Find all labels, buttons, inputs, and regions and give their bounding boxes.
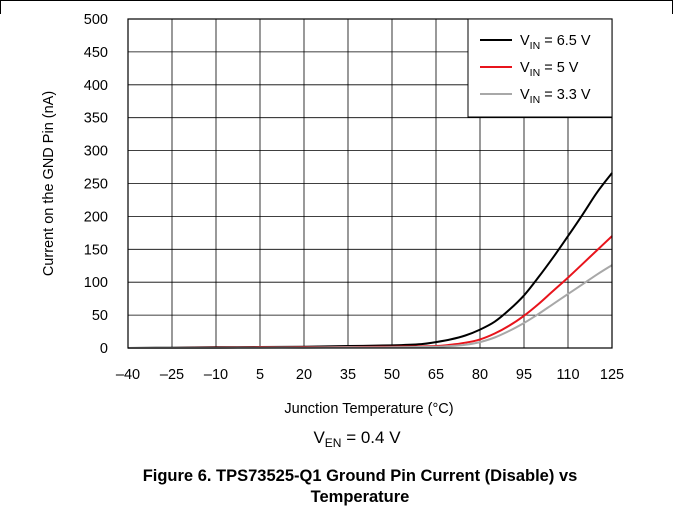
legend-label-0: VIN = 6.5 V bbox=[520, 33, 591, 52]
caption-line-1: Figure 6. TPS73525-Q1 Ground Pin Current… bbox=[142, 467, 578, 485]
x-tick-label-3: 5 bbox=[256, 367, 264, 383]
x-tick-label-11: 125 bbox=[600, 367, 624, 383]
plot-border bbox=[127, 18, 613, 349]
y-tick-label-6: 300 bbox=[84, 144, 108, 160]
series-lines bbox=[127, 172, 613, 350]
x-tick-label-1: –25 bbox=[160, 367, 184, 383]
x-tick-label-10: 110 bbox=[556, 367, 579, 383]
legend-label-1: VIN = 5 V bbox=[520, 60, 579, 79]
x-tick-label-8: 80 bbox=[472, 367, 488, 383]
chart: –40 –25 –10 5 20 35 50 65 80 95 110 125 0 50 100 150 20… bbox=[41, 12, 624, 450]
x-tick-label-0: –40 bbox=[116, 367, 140, 383]
x-tick-label-9: 95 bbox=[516, 367, 532, 383]
y-tick-label-8: 400 bbox=[84, 78, 108, 94]
y-tick-label-7: 350 bbox=[84, 111, 108, 127]
y-tick-labels: 0 50 100 150 200 250 300 350 400 450 500 bbox=[84, 12, 108, 357]
y-tick-label-9: 450 bbox=[84, 45, 108, 61]
x-tick-label-7: 65 bbox=[428, 367, 444, 383]
y-tick-label-3: 150 bbox=[84, 242, 108, 258]
frame-line-left bbox=[0, 0, 1, 14]
y-tick-label-2: 100 bbox=[84, 275, 108, 291]
y-tick-label-10: 500 bbox=[84, 12, 108, 28]
y-tick-label-0: 0 bbox=[100, 341, 108, 357]
x-tick-label-5: 35 bbox=[340, 367, 356, 383]
y-axis-title: Current on the GND Pin (nA) bbox=[41, 91, 57, 276]
condition-sub: EN bbox=[325, 436, 342, 450]
condition-main: V bbox=[313, 428, 325, 447]
x-tick-label-6: 50 bbox=[384, 367, 400, 383]
y-tick-label-5: 250 bbox=[84, 177, 108, 193]
x-tick-labels: –40 –25 –10 5 20 35 50 65 80 95 110 125 bbox=[116, 367, 624, 383]
x-tick-label-2: –10 bbox=[204, 367, 228, 383]
caption-line-2: Temperature bbox=[310, 488, 410, 506]
x-tick-label-4: 20 bbox=[296, 367, 312, 383]
x-axis-title: Junction Temperature (°C) bbox=[284, 401, 453, 417]
legend-label-2: VIN = 3.3 V bbox=[520, 87, 591, 106]
condition-rest: = 0.4 V bbox=[341, 428, 401, 447]
figure-caption: Figure 6. TPS73525-Q1 Ground Pin Current… bbox=[40, 466, 673, 508]
legend: VIN = 6.5 V VIN = 5 V VIN = 3.3 V bbox=[467, 18, 613, 118]
y-tick-label-1: 50 bbox=[92, 308, 108, 324]
series-line-0 bbox=[127, 172, 613, 349]
frame-line-top bbox=[0, 0, 673, 1]
series-line-1 bbox=[127, 235, 613, 350]
condition-annotation: VEN = 0.4 V bbox=[313, 428, 401, 450]
y-tick-label-4: 200 bbox=[84, 209, 108, 225]
